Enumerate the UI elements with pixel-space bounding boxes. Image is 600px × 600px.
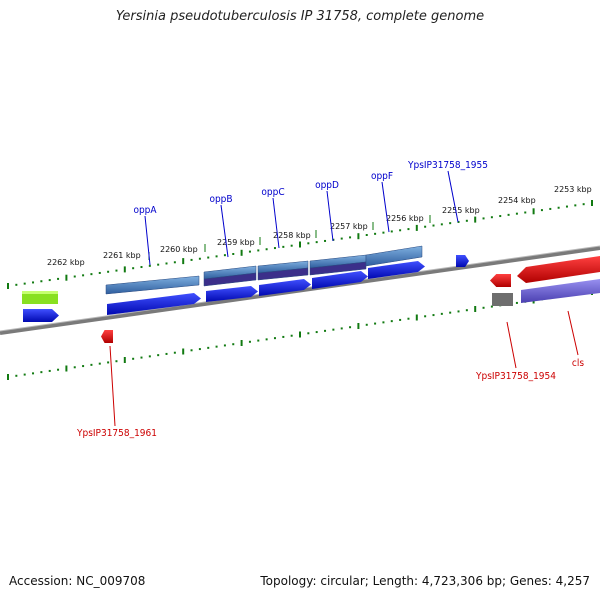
kbp-label: 2259 kbp bbox=[217, 238, 255, 247]
gene-block-green bbox=[22, 291, 58, 304]
gene-label-oppC: oppC bbox=[261, 187, 284, 198]
gene-label-oppF: oppF bbox=[371, 171, 393, 182]
label-leader-line bbox=[109, 345, 116, 427]
gene-label-oppB: oppB bbox=[209, 194, 232, 205]
gene-label-oppA: oppA bbox=[133, 205, 157, 216]
label-leader-line bbox=[272, 197, 280, 249]
gene-block-oppB-inner bbox=[203, 272, 257, 287]
gene-block-oppC-inner bbox=[257, 267, 309, 281]
cds-arrow-oppD bbox=[312, 271, 368, 289]
kbp-label: 2260 kbp bbox=[160, 245, 198, 254]
genome-summary: Topology: circular; Length: 4,723,306 bp… bbox=[260, 574, 590, 588]
cds-arrow-oppC bbox=[259, 279, 311, 296]
kbp-label: 2261 kbp bbox=[103, 251, 141, 260]
kbp-label: 2262 kbp bbox=[47, 258, 85, 267]
kbp-label: 2255 kbp bbox=[442, 206, 480, 215]
cds-arrow-1954 bbox=[490, 274, 511, 287]
cds-arrow-oppA bbox=[107, 293, 201, 315]
label-leader-line bbox=[381, 181, 390, 233]
label-leader-line bbox=[220, 204, 229, 258]
kbp-label: 2254 kbp bbox=[498, 196, 536, 205]
label-leader-line bbox=[567, 310, 579, 356]
cds-arrow-left bbox=[23, 309, 59, 322]
label-leader-line bbox=[144, 215, 151, 266]
gene-label-cls: cls bbox=[572, 358, 584, 369]
gene-block-oppA bbox=[105, 275, 200, 295]
gene-label-YpsIP31758_1954: YpsIP31758_1954 bbox=[475, 371, 556, 382]
cds-arrow-1961 bbox=[101, 330, 113, 343]
label-leader-line bbox=[506, 321, 517, 369]
cds-arrow-1955 bbox=[456, 255, 469, 267]
cds-arrow-oppF bbox=[368, 261, 425, 279]
gene-label-oppD: oppD bbox=[315, 180, 339, 191]
kbp-label: 2256 kbp bbox=[386, 214, 424, 223]
cds-arrow-oppB bbox=[206, 286, 258, 302]
gene-block-oppD-inner bbox=[309, 261, 367, 276]
label-leader-line bbox=[326, 190, 334, 242]
map-title: Yersinia pseudotuberculosis IP 31758, co… bbox=[115, 9, 485, 24]
gene-label-YpsIP31758_1961: YpsIP31758_1961 bbox=[76, 428, 157, 439]
gene-block-lavender bbox=[521, 279, 600, 303]
kbp-label: 2257 kbp bbox=[330, 222, 368, 231]
gene-block-green-highlight bbox=[22, 291, 58, 294]
kbp-label: 2258 kbp bbox=[273, 231, 311, 240]
kbp-label: 2253 kbp bbox=[554, 185, 592, 194]
gene-label-YpsIP31758_1955: YpsIP31758_1955 bbox=[407, 160, 488, 171]
cds-arrow-cls bbox=[517, 256, 600, 283]
label-leader-line bbox=[447, 170, 459, 223]
gene-block-oppF bbox=[365, 245, 423, 267]
gene-block-gray bbox=[492, 293, 513, 306]
accession-label: Accession: NC_009708 bbox=[9, 574, 146, 588]
